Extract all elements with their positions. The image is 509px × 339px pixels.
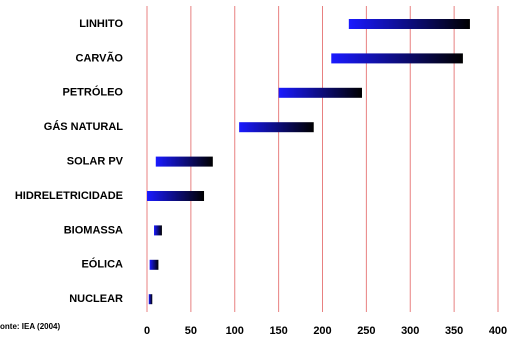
y-tick-label: CARVÃO	[76, 51, 124, 64]
x-tick-label: 200	[313, 325, 331, 337]
bar	[239, 122, 314, 133]
x-tick-label: 100	[226, 325, 244, 337]
y-tick-label: PETRÓLEO	[62, 86, 123, 99]
bar	[154, 225, 162, 236]
x-tick-label: 50	[185, 325, 197, 337]
bar	[149, 259, 159, 270]
y-tick-label: EÓLICA	[81, 258, 123, 271]
y-tick-label: HIDRELETRICIDADE	[15, 190, 123, 202]
x-tick-label: 350	[445, 325, 463, 337]
bar	[148, 294, 153, 305]
bar	[147, 191, 205, 201]
x-tick-label: 0	[144, 325, 150, 337]
bar	[348, 19, 470, 29]
y-tick-label: BIOMASSA	[64, 224, 123, 236]
y-tick-label: NUCLEAR	[69, 293, 123, 305]
y-tick-label: GÁS NATURAL	[44, 120, 124, 133]
bar	[331, 53, 463, 64]
y-tick-label: LINHITO	[79, 18, 123, 30]
source-note: onte: IEA (2004)	[0, 322, 60, 331]
y-tick-label: SOLAR PV	[67, 156, 124, 168]
bar	[278, 87, 362, 98]
x-tick-label: 400	[489, 325, 507, 337]
bar	[155, 156, 213, 167]
x-tick-label: 300	[401, 325, 419, 337]
x-tick-label: 250	[357, 325, 375, 337]
x-tick-label: 150	[269, 325, 287, 337]
